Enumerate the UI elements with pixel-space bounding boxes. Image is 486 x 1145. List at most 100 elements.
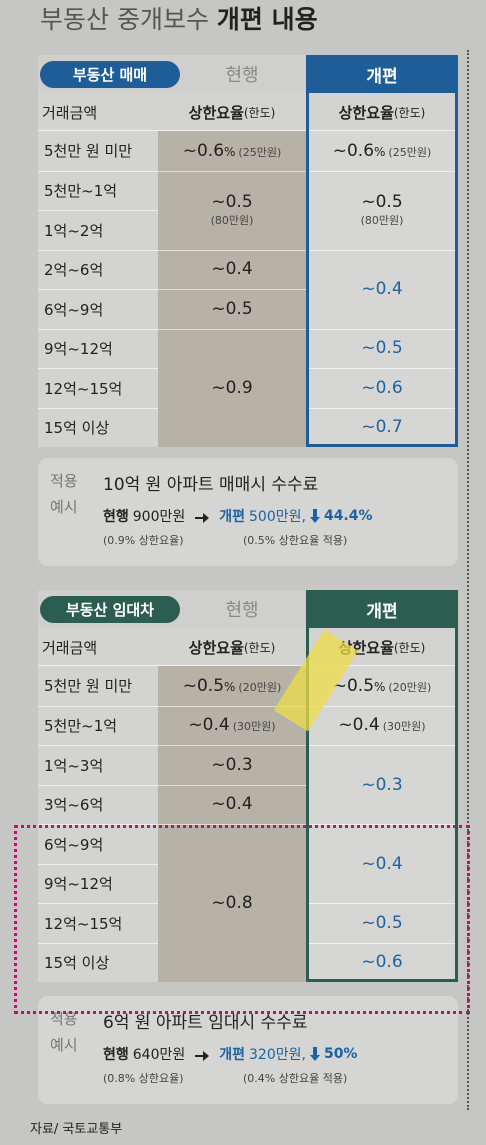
limit-header-text: (한도) — [393, 105, 426, 120]
rate-limit: (30만원) — [232, 720, 276, 734]
example-title: 6억 원 아파트 임대시 수수료 — [103, 1013, 308, 1033]
rate-cell: ~0.7 — [306, 408, 458, 448]
rate: ~0.6 — [361, 952, 403, 973]
current-note: (0.9% 상한요율) — [103, 534, 184, 547]
rate-cell: ~0.4 (30만원) — [306, 706, 458, 746]
amount-header: 거래금액 — [42, 103, 98, 122]
rate-line: ~0.5 — [361, 192, 402, 212]
rate-cell: ~0.3 — [306, 745, 458, 824]
reform-bg — [306, 407, 458, 447]
reform-bg — [306, 942, 458, 982]
rate-line: ~0.3 — [361, 775, 402, 795]
down-arrow — [309, 509, 320, 523]
rate-cell: ~0.4 (30만원) — [158, 706, 306, 746]
amount-cell: 9억~12억 — [38, 863, 158, 903]
reform-bg — [306, 903, 458, 943]
rate: ~0.5 — [211, 298, 253, 319]
amount-cell: 9억~12억 — [38, 328, 158, 368]
down-icon — [309, 509, 320, 523]
rate-cell: ~0.6 — [306, 368, 458, 408]
rate: ~0.4 — [211, 259, 253, 280]
rate-line: ~0.6% (25만원) — [183, 141, 282, 161]
rate-unit: % — [374, 144, 386, 159]
rate: ~0.4 — [188, 715, 230, 736]
rate: ~0.5 — [361, 192, 403, 212]
reform-label: 개편 — [219, 1047, 246, 1063]
down-icon — [309, 1047, 320, 1061]
title-emphasis: 개편 내용 — [216, 5, 318, 34]
reform-fee: 500만원, — [249, 509, 306, 525]
limit-header-text: (한도) — [243, 105, 276, 120]
source: 자료/ 국토교통부 — [30, 1122, 123, 1137]
rate: ~0.5 — [211, 192, 253, 212]
rate: ~0.4 — [361, 853, 403, 874]
rate: ~0.3 — [211, 754, 253, 775]
current-header: 현행 — [225, 65, 259, 86]
example-label: 적용 — [50, 1010, 78, 1028]
rate-line: ~0.4 — [361, 279, 402, 299]
rate-line: ~0.4 (30만원) — [188, 715, 275, 735]
rate-header-text: 상한요율 — [338, 103, 394, 122]
current-bg — [158, 170, 306, 250]
rate-limit: (25만원) — [388, 145, 432, 159]
reform-bg — [306, 705, 458, 745]
rate: ~0.6 — [182, 140, 225, 161]
rate-cell: ~0.4 — [306, 250, 458, 329]
rate: ~0.5 — [361, 338, 403, 359]
rate: ~0.5 — [182, 675, 225, 696]
current-fee: 900만원 — [132, 509, 186, 525]
rate-header-text: 상한요율 — [188, 103, 244, 122]
rate-line: ~0.5 — [361, 913, 402, 933]
rate: ~0.4 — [361, 279, 403, 299]
rate: ~0.5 — [361, 912, 403, 933]
limit-header-text: (한도) — [243, 640, 276, 655]
rate-line: ~0.5% (20만원) — [183, 676, 282, 696]
current-bg — [158, 824, 306, 982]
rate: ~0.4 — [211, 794, 253, 815]
rate: ~0.7 — [361, 417, 403, 438]
reform-header: 개편 — [306, 590, 458, 628]
rate-line: ~0.6 — [361, 952, 402, 972]
rate-limit: (80만원) — [210, 214, 254, 227]
amount-cell: 6억~9억 — [38, 824, 158, 864]
rate-cell: ~0.4 — [158, 785, 306, 825]
example-box — [38, 996, 458, 1104]
rate-line: ~0.6 — [361, 378, 402, 398]
column-header-row — [38, 628, 458, 666]
amount-cell: 3억~6억 — [38, 784, 158, 824]
arrow-icon — [195, 513, 210, 523]
reform-outline — [306, 590, 458, 982]
amount-cell: 6억~9억 — [38, 289, 158, 329]
example-box — [38, 458, 458, 566]
arrow — [195, 1049, 210, 1061]
rate-cell: ~0.4 — [306, 824, 458, 903]
rate-limit: (80만원) — [360, 214, 404, 227]
reform-bg — [306, 249, 458, 329]
rate-line: ~0.7 — [361, 417, 402, 437]
rate-cell: ~0.5% (20만원) — [158, 666, 306, 706]
rate-line: ~0.3 — [211, 755, 252, 775]
rate-cell: ~0.5 (80만원) — [306, 171, 458, 250]
amount-header: 거래금액 — [42, 638, 98, 657]
amount-cell: 5천만 원 미만 — [38, 131, 158, 171]
current-bg — [158, 249, 306, 289]
example-label: 예시 — [50, 1036, 78, 1054]
rate-line: ~0.9 — [211, 378, 252, 398]
table-tag: 부동산 매매 — [40, 61, 180, 88]
current-bg — [158, 328, 306, 447]
current-note: (0.8% 상한요율) — [103, 1072, 184, 1085]
reform-header: 개편 — [306, 55, 458, 93]
example-fees: 현행 640만원 개편 320만원, 50% — [103, 1044, 357, 1064]
rate: ~0.6 — [332, 140, 375, 161]
rate-line: ~0.4 — [211, 259, 252, 279]
amount-cell: 2억~6억 — [38, 249, 158, 289]
current-label: 현행 — [103, 1047, 129, 1063]
rate-unit: % — [374, 679, 386, 694]
rate-line: ~0.4 — [361, 854, 402, 874]
example-label: 예시 — [50, 498, 78, 516]
change: 50% — [323, 1046, 358, 1062]
current-bg — [158, 131, 306, 171]
rate-cell: ~0.5 (80만원) — [158, 171, 306, 250]
rate-cell: ~0.6 — [306, 943, 458, 983]
